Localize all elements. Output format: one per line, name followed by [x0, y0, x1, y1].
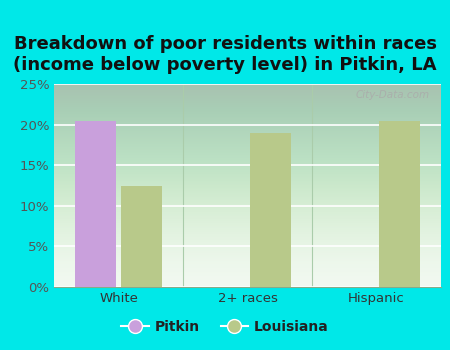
Bar: [121, 186, 162, 287]
Text: Breakdown of poor residents within races
(income below poverty level) in Pitkin,: Breakdown of poor residents within races…: [13, 35, 437, 74]
Bar: [75, 120, 116, 287]
Legend: Pitkin, Louisiana: Pitkin, Louisiana: [116, 314, 334, 340]
Text: City-Data.com: City-Data.com: [355, 90, 429, 100]
Bar: [250, 133, 291, 287]
Bar: [379, 120, 420, 287]
